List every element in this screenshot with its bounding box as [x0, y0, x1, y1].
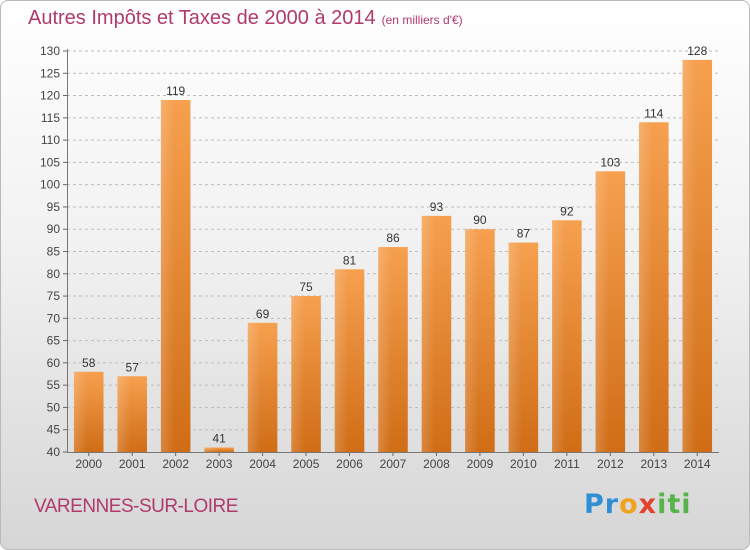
- x-tick-label-2006: 2006: [336, 457, 363, 471]
- y-tick-label: 105: [40, 155, 60, 169]
- y-tick-label: 75: [47, 289, 61, 303]
- data-label-2001: 57: [126, 360, 140, 374]
- y-tick-label: 125: [40, 66, 60, 80]
- logo-part-1: Pr: [584, 489, 620, 520]
- bar-highlight: [291, 296, 305, 452]
- data-label-2006: 81: [343, 253, 357, 267]
- x-tick-label-2014: 2014: [684, 457, 711, 471]
- y-tick-label: 120: [40, 89, 60, 103]
- bar-highlight: [160, 100, 175, 452]
- y-tick-label: 65: [47, 334, 61, 348]
- chart-title: Autres Impôts et Taxes de 2000 à 2014 (en…: [28, 7, 463, 30]
- y-tick-label: 130: [40, 44, 60, 58]
- y-tick-label: 70: [47, 311, 61, 325]
- logo-part-2: o: [619, 489, 639, 520]
- data-label-2007: 86: [386, 231, 400, 245]
- x-tick-label-2007: 2007: [380, 457, 407, 471]
- y-tick-label: 115: [41, 111, 60, 125]
- y-tick-label: 50: [47, 400, 61, 414]
- x-tick-label-2001: 2001: [119, 457, 146, 471]
- y-tick-label: 85: [47, 245, 61, 259]
- y-tick-label: 80: [47, 267, 61, 281]
- y-tick-label: 90: [47, 222, 61, 236]
- bar-highlight: [117, 376, 131, 452]
- bar-highlight: [378, 247, 392, 452]
- data-label-2010: 87: [517, 227, 531, 241]
- chart-subtitle: (en milliers d'€): [381, 13, 463, 27]
- data-label-2000: 58: [82, 356, 96, 370]
- place-name: VARENNES-SUR-LOIRE: [34, 496, 238, 517]
- y-tick-label: 45: [47, 423, 61, 437]
- y-tick-label: 95: [47, 200, 61, 214]
- x-tick-label-2011: 2011: [554, 457, 580, 471]
- x-tick-label-2000: 2000: [75, 457, 102, 471]
- y-axis-ticks: 40 45 50 55 60 65 70 75 80 85 90 95 100 105 110 115 120 1…: [40, 44, 67, 459]
- data-label-2011: 92: [560, 204, 574, 218]
- bars: [73, 59, 713, 453]
- x-tick-label-2012: 2012: [597, 457, 624, 471]
- y-tick-label: 110: [41, 133, 60, 147]
- y-tick-label: 40: [47, 445, 61, 459]
- data-label-2014: 128: [687, 44, 707, 58]
- data-label-2005: 75: [299, 280, 313, 294]
- bar-highlight: [639, 122, 653, 453]
- x-axis-ticks: 2000 2001 2002 2003 2004 2005 2006 2007 2008 2009…: [75, 452, 711, 471]
- bar-highlight: [334, 269, 349, 452]
- data-labels: 58 57 119 41 69 75 81 86 93 90 87 92 103 114 128: [82, 44, 708, 446]
- y-tick-label: 100: [40, 178, 60, 192]
- bar-highlight: [682, 59, 696, 453]
- y-tick-label: 55: [47, 378, 61, 392]
- x-tick-label-2002: 2002: [162, 457, 189, 471]
- data-label-2003: 41: [212, 432, 226, 446]
- y-tick-label: 60: [47, 356, 61, 370]
- x-tick-label-2009: 2009: [467, 457, 494, 471]
- x-tick-label-2008: 2008: [423, 457, 450, 471]
- bar-highlight: [552, 220, 566, 452]
- x-tick-label-2004: 2004: [249, 457, 276, 471]
- data-label-2004: 69: [256, 307, 270, 321]
- proxiti-logo: Proxiti: [584, 489, 692, 520]
- bar-highlight: [595, 171, 609, 453]
- logo-part-4: iti: [657, 489, 692, 520]
- bar-highlight: [247, 322, 262, 452]
- chart-title-main: Autres Impôts et Taxes de 2000 à 2014: [28, 7, 376, 29]
- x-tick-label-2013: 2013: [640, 457, 667, 471]
- x-tick-label-2010: 2010: [510, 457, 537, 471]
- data-label-2002: 119: [166, 84, 185, 98]
- x-tick-label-2005: 2005: [293, 457, 320, 471]
- data-label-2009: 90: [473, 213, 487, 227]
- bar-highlight: [204, 447, 218, 452]
- logo-part-3: x: [638, 489, 658, 520]
- data-label-2012: 103: [600, 155, 620, 169]
- data-label-2008: 93: [430, 200, 444, 214]
- bar-highlight: [508, 242, 522, 452]
- data-label-2013: 114: [644, 106, 663, 120]
- x-tick-label-2003: 2003: [206, 457, 233, 471]
- bar-highlight: [465, 229, 479, 452]
- bar-highlight: [421, 215, 435, 452]
- bar-highlight: [73, 371, 88, 452]
- bar-2003: [204, 447, 234, 452]
